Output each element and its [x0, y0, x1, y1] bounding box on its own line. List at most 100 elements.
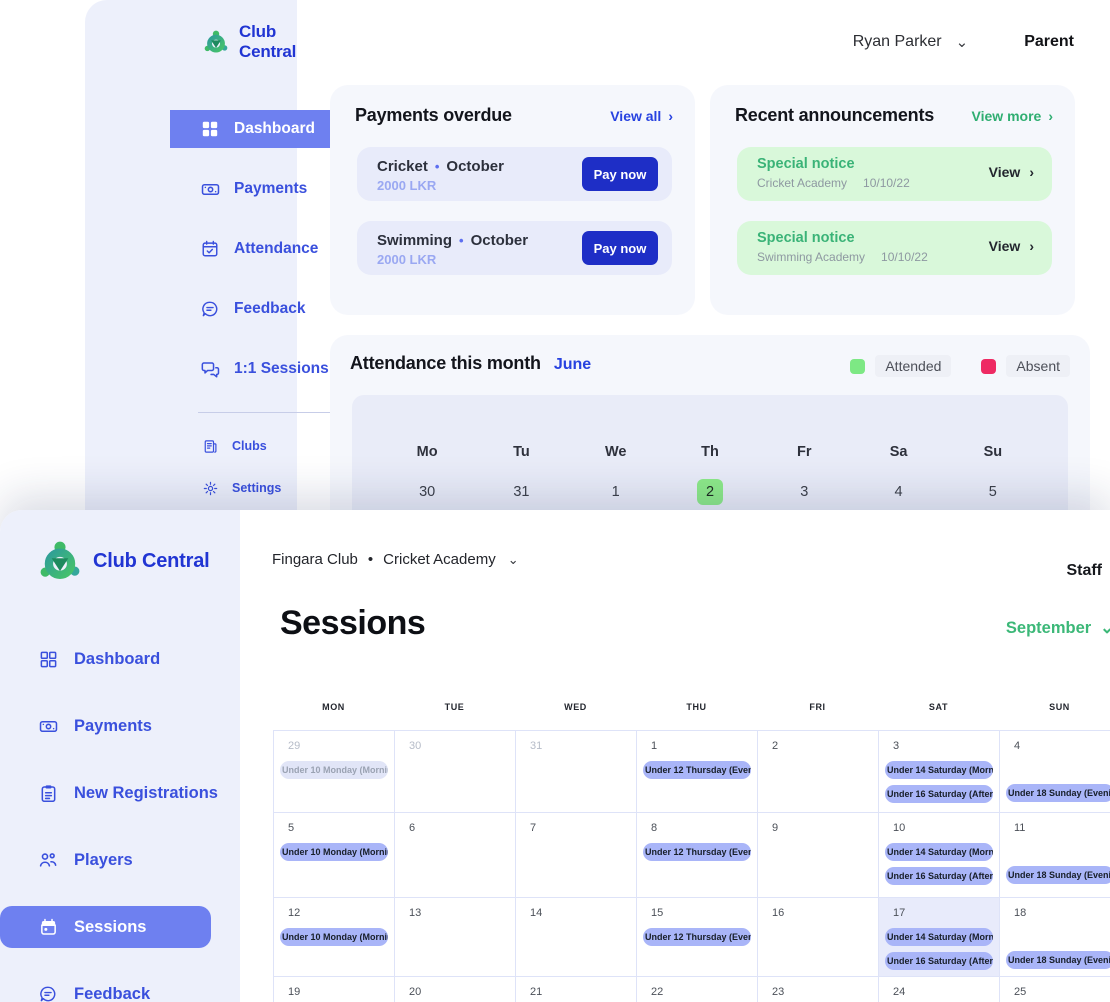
- attendance-card-title: Attendance this month: [350, 353, 541, 373]
- session-chips: Under 10 Monday (Morning): [274, 752, 394, 779]
- calendar-day-cell[interactable]: 17 Under 14 Saturday (Morning) Under 16 Sa…: [879, 898, 1000, 977]
- session-chip[interactable]: Under 16 Saturday (Afternoon): [885, 867, 993, 885]
- session-chip[interactable]: Under 18 Sunday (Evening): [1006, 784, 1110, 802]
- sidebar-item-feedback[interactable]: Feedback: [0, 973, 240, 1002]
- session-chip[interactable]: Under 10 Monday (Morning): [280, 761, 388, 779]
- sidebar-item-feedback[interactable]: Feedback: [170, 290, 382, 328]
- calendar-day-cell[interactable]: 16: [758, 898, 879, 977]
- calendar-day-cell[interactable]: 14: [516, 898, 637, 977]
- calendar-week-row: 12 Under 10 Monday (Morning) 13 14 15 Under 1…: [274, 898, 1110, 977]
- calendar-day-cell[interactable]: 15 Under 12 Thursday (Evening): [637, 898, 758, 977]
- feedback-icon: [38, 985, 58, 1002]
- session-chip[interactable]: Under 10 Monday (Morning): [280, 843, 388, 861]
- legend-label: Attended: [875, 355, 952, 377]
- calendar-day-cell[interactable]: 13: [395, 898, 516, 977]
- session-chip[interactable]: Under 16 Saturday (Afternoon): [885, 785, 993, 803]
- calendar-day-cell[interactable]: 12 Under 10 Monday (Morning): [274, 898, 395, 977]
- legend-swatch: [850, 358, 866, 374]
- sidebar-item-dashboard[interactable]: Dashboard: [0, 638, 240, 680]
- payment-activity: Cricket • October: [377, 158, 504, 175]
- session-chip[interactable]: Under 14 Saturday (Morning): [885, 928, 993, 946]
- calendar-date: 21: [530, 986, 543, 998]
- calendar-day-cell[interactable]: 22: [637, 977, 758, 1002]
- session-chips: [637, 998, 757, 1002]
- chevron-right-icon: ›: [668, 107, 673, 124]
- view-link[interactable]: View ›: [989, 238, 1034, 254]
- calendar-day-cell[interactable]: 5 Under 10 Monday (Morning): [274, 813, 395, 898]
- calendar-day-cell[interactable]: 23: [758, 977, 879, 1002]
- page-title: Sessions: [280, 604, 426, 642]
- view-more-link[interactable]: View more ›: [971, 107, 1053, 124]
- chevron-down-icon[interactable]: ⌄: [507, 551, 519, 567]
- session-chip[interactable]: Under 10 Monday (Morning): [280, 928, 388, 946]
- session-chips: Under 12 Thursday (Evening): [637, 834, 757, 861]
- calendar-day-cell[interactable]: 3 Under 14 Saturday (Morning) Under 16 Sat…: [879, 731, 1000, 813]
- calendar-day-cell[interactable]: 19: [274, 977, 395, 1002]
- breadcrumb-academy[interactable]: Cricket Academy: [383, 551, 496, 568]
- view-all-link[interactable]: View all ›: [610, 107, 673, 124]
- sidebar-item-players[interactable]: Players: [0, 839, 240, 881]
- attendance-month-selector[interactable]: June: [553, 356, 592, 373]
- calendar-day-cell[interactable]: 4 Under 18 Sunday (Evening): [1000, 731, 1110, 813]
- session-chip[interactable]: Under 14 Saturday (Morning): [885, 761, 993, 779]
- legend-swatch: [981, 358, 997, 374]
- sidebar-item-sessions[interactable]: Sessions: [0, 906, 211, 948]
- calendar-week-row: 5 Under 10 Monday (Morning) 6 7 8 Under 12 Th…: [274, 813, 1110, 898]
- session-chip[interactable]: Under 18 Sunday (Evening): [1006, 951, 1110, 969]
- day-header: Su: [983, 444, 1003, 460]
- chevron-down-icon[interactable]: ⌄: [955, 34, 969, 51]
- user-name[interactable]: Ryan Parker: [852, 33, 942, 50]
- pay-now-button[interactable]: Pay now: [582, 231, 658, 265]
- calendar-day-cell[interactable]: 1 Under 12 Thursday (Evening): [637, 731, 758, 813]
- payment-activity: Swimming • October: [377, 232, 528, 249]
- calendar-date: 2: [663, 479, 757, 505]
- day-header: Th: [701, 444, 719, 460]
- user-menu[interactable]: Ryan Parker ⌄ Parent: [853, 33, 1074, 51]
- sidebar-item-clubs[interactable]: Clubs: [170, 430, 382, 462]
- view-link[interactable]: View ›: [989, 164, 1034, 180]
- calendar-day-cell[interactable]: 2: [758, 731, 879, 813]
- calendar-day-cell[interactable]: 20: [395, 977, 516, 1002]
- calendar-day-cell[interactable]: 21: [516, 977, 637, 1002]
- sidebar-item-dashboard[interactable]: Dashboard: [170, 110, 359, 148]
- calendar-date: 10: [893, 822, 906, 834]
- calendar-day-cell[interactable]: 30: [395, 731, 516, 813]
- session-chips: Under 12 Thursday (Evening): [637, 752, 757, 779]
- pay-now-button[interactable]: Pay now: [582, 157, 658, 191]
- session-chip[interactable]: Under 18 Sunday (Evening): [1006, 866, 1110, 884]
- announcements-card-title: Recent announcements: [735, 105, 935, 125]
- view-link-label: View: [988, 238, 1021, 254]
- calendar-day-cell[interactable]: 10 Under 14 Saturday (Morning) Under 16 Sa…: [879, 813, 1000, 898]
- attended-date-badge: 2: [696, 479, 723, 505]
- calendar-day-cell[interactable]: 7: [516, 813, 637, 898]
- session-chip[interactable]: Under 12 Thursday (Evening): [643, 843, 751, 861]
- session-chip[interactable]: Under 14 Saturday (Morning): [885, 843, 993, 861]
- calendar-day-cell[interactable]: 9: [758, 813, 879, 898]
- payments-card-title: Payments overdue: [355, 105, 512, 125]
- month-selector[interactable]: September ⌄: [1006, 618, 1110, 638]
- calendar-day-cell[interactable]: 6: [395, 813, 516, 898]
- calendar-date: 17: [893, 907, 906, 919]
- dashboard-icon: [200, 120, 220, 138]
- calendar-day-cell[interactable]: 24: [879, 977, 1000, 1002]
- sidebar-item-settings[interactable]: Settings: [170, 472, 382, 504]
- calendar-day-cell[interactable]: 29 Under 10 Monday (Morning): [274, 731, 395, 813]
- calendar-day-cell[interactable]: 31: [516, 731, 637, 813]
- calendar-day-cell[interactable]: 18 Under 18 Sunday (Evening): [1000, 898, 1110, 977]
- session-chip[interactable]: Under 12 Thursday (Evening): [643, 761, 751, 779]
- attendance-legend: Attended Absent: [850, 355, 1070, 377]
- session-chips: [516, 834, 636, 843]
- breadcrumb-club[interactable]: Fingara Club: [272, 551, 358, 568]
- sidebar-item-payments[interactable]: Payments: [170, 170, 382, 208]
- sidebar-item-payments[interactable]: Payments: [0, 705, 240, 747]
- sidebar-item-new-registrations[interactable]: New Registrations: [0, 772, 240, 814]
- calendar-day-cell[interactable]: 8 Under 12 Thursday (Evening): [637, 813, 758, 898]
- sidebar-item-attendance[interactable]: Attendance: [170, 230, 382, 268]
- session-chip[interactable]: Under 16 Saturday (Afternoon): [885, 952, 993, 970]
- sidebar-item-1-1-sessions[interactable]: 1:1 Sessions: [170, 350, 382, 388]
- calendar-day-cell[interactable]: 25: [1000, 977, 1110, 1002]
- session-chip[interactable]: Under 12 Thursday (Evening): [643, 928, 751, 946]
- announcement-row: Special notice Swimming Academy 10/10/22 Vi…: [737, 221, 1052, 275]
- calendar-day-cell[interactable]: 11 Under 18 Sunday (Evening): [1000, 813, 1110, 898]
- clubs-icon: [200, 439, 220, 454]
